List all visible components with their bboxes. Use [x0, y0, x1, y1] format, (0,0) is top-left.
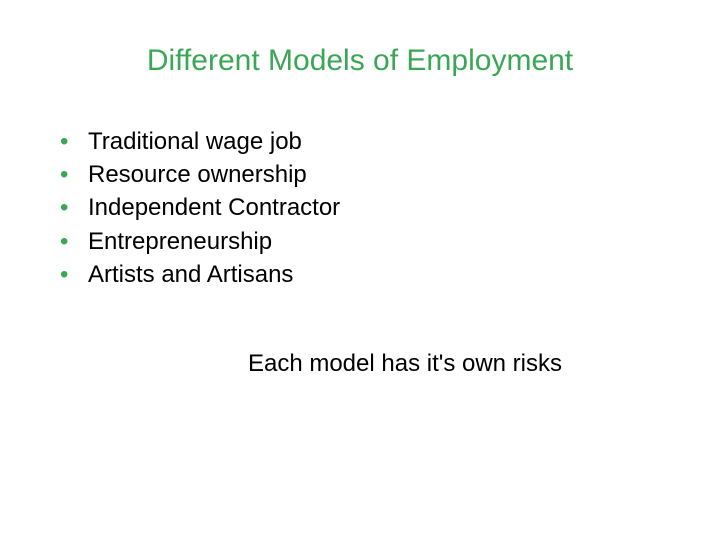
slide-container: Different Models of Employment • Traditi…: [0, 0, 720, 540]
bullet-text: Independent Contractor: [88, 192, 666, 223]
list-item: • Independent Contractor: [60, 192, 666, 223]
bullet-icon: •: [60, 259, 88, 290]
bullet-text: Entrepreneurship: [88, 226, 666, 257]
bullet-list: • Traditional wage job • Resource owners…: [54, 126, 666, 290]
list-item: • Artists and Artisans: [60, 259, 666, 290]
bullet-icon: •: [60, 126, 88, 157]
footer-text: Each model has it's own risks: [54, 350, 666, 378]
bullet-icon: •: [60, 192, 88, 223]
bullet-icon: •: [60, 159, 88, 190]
bullet-text: Resource ownership: [88, 159, 666, 190]
bullet-text: Artists and Artisans: [88, 259, 666, 290]
list-item: • Resource ownership: [60, 159, 666, 190]
list-item: • Entrepreneurship: [60, 226, 666, 257]
bullet-text: Traditional wage job: [88, 126, 666, 157]
slide-title: Different Models of Employment: [54, 44, 666, 78]
bullet-icon: •: [60, 226, 88, 257]
list-item: • Traditional wage job: [60, 126, 666, 157]
